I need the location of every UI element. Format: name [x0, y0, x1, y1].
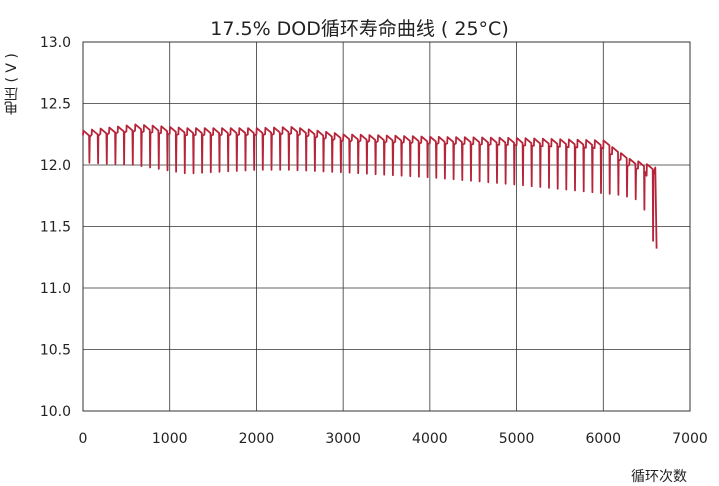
x-tick-label-3: 3000 — [325, 431, 361, 447]
x-tick-label-1: 1000 — [152, 431, 188, 447]
y-tick-label-3: 11.5 — [40, 220, 71, 236]
series-line-0 — [82, 123, 658, 249]
x-axis-label: 循环次数 — [631, 469, 687, 485]
x-tick-label-6: 6000 — [585, 431, 621, 447]
y-tick-label-4: 12.0 — [40, 158, 71, 174]
y-tick-label-5: 12.5 — [40, 97, 71, 113]
y-tick-label-1: 10.5 — [40, 343, 71, 359]
plot-frame — [82, 41, 691, 412]
x-tick-label-5: 5000 — [499, 431, 535, 447]
chart-title: 17.5% DOD循环寿命曲线 ( 25°C) — [210, 18, 509, 40]
x-tick-label-4: 4000 — [412, 431, 448, 447]
y-tick-label-0: 10.0 — [40, 404, 71, 420]
y-tick-label-2: 11.0 — [40, 281, 71, 297]
x-tick-label-7: 7000 — [672, 431, 708, 447]
x-tick-label-0: 0 — [79, 431, 88, 447]
x-tick-label-2: 2000 — [239, 431, 275, 447]
y-tick-label-6: 13.0 — [40, 35, 71, 51]
